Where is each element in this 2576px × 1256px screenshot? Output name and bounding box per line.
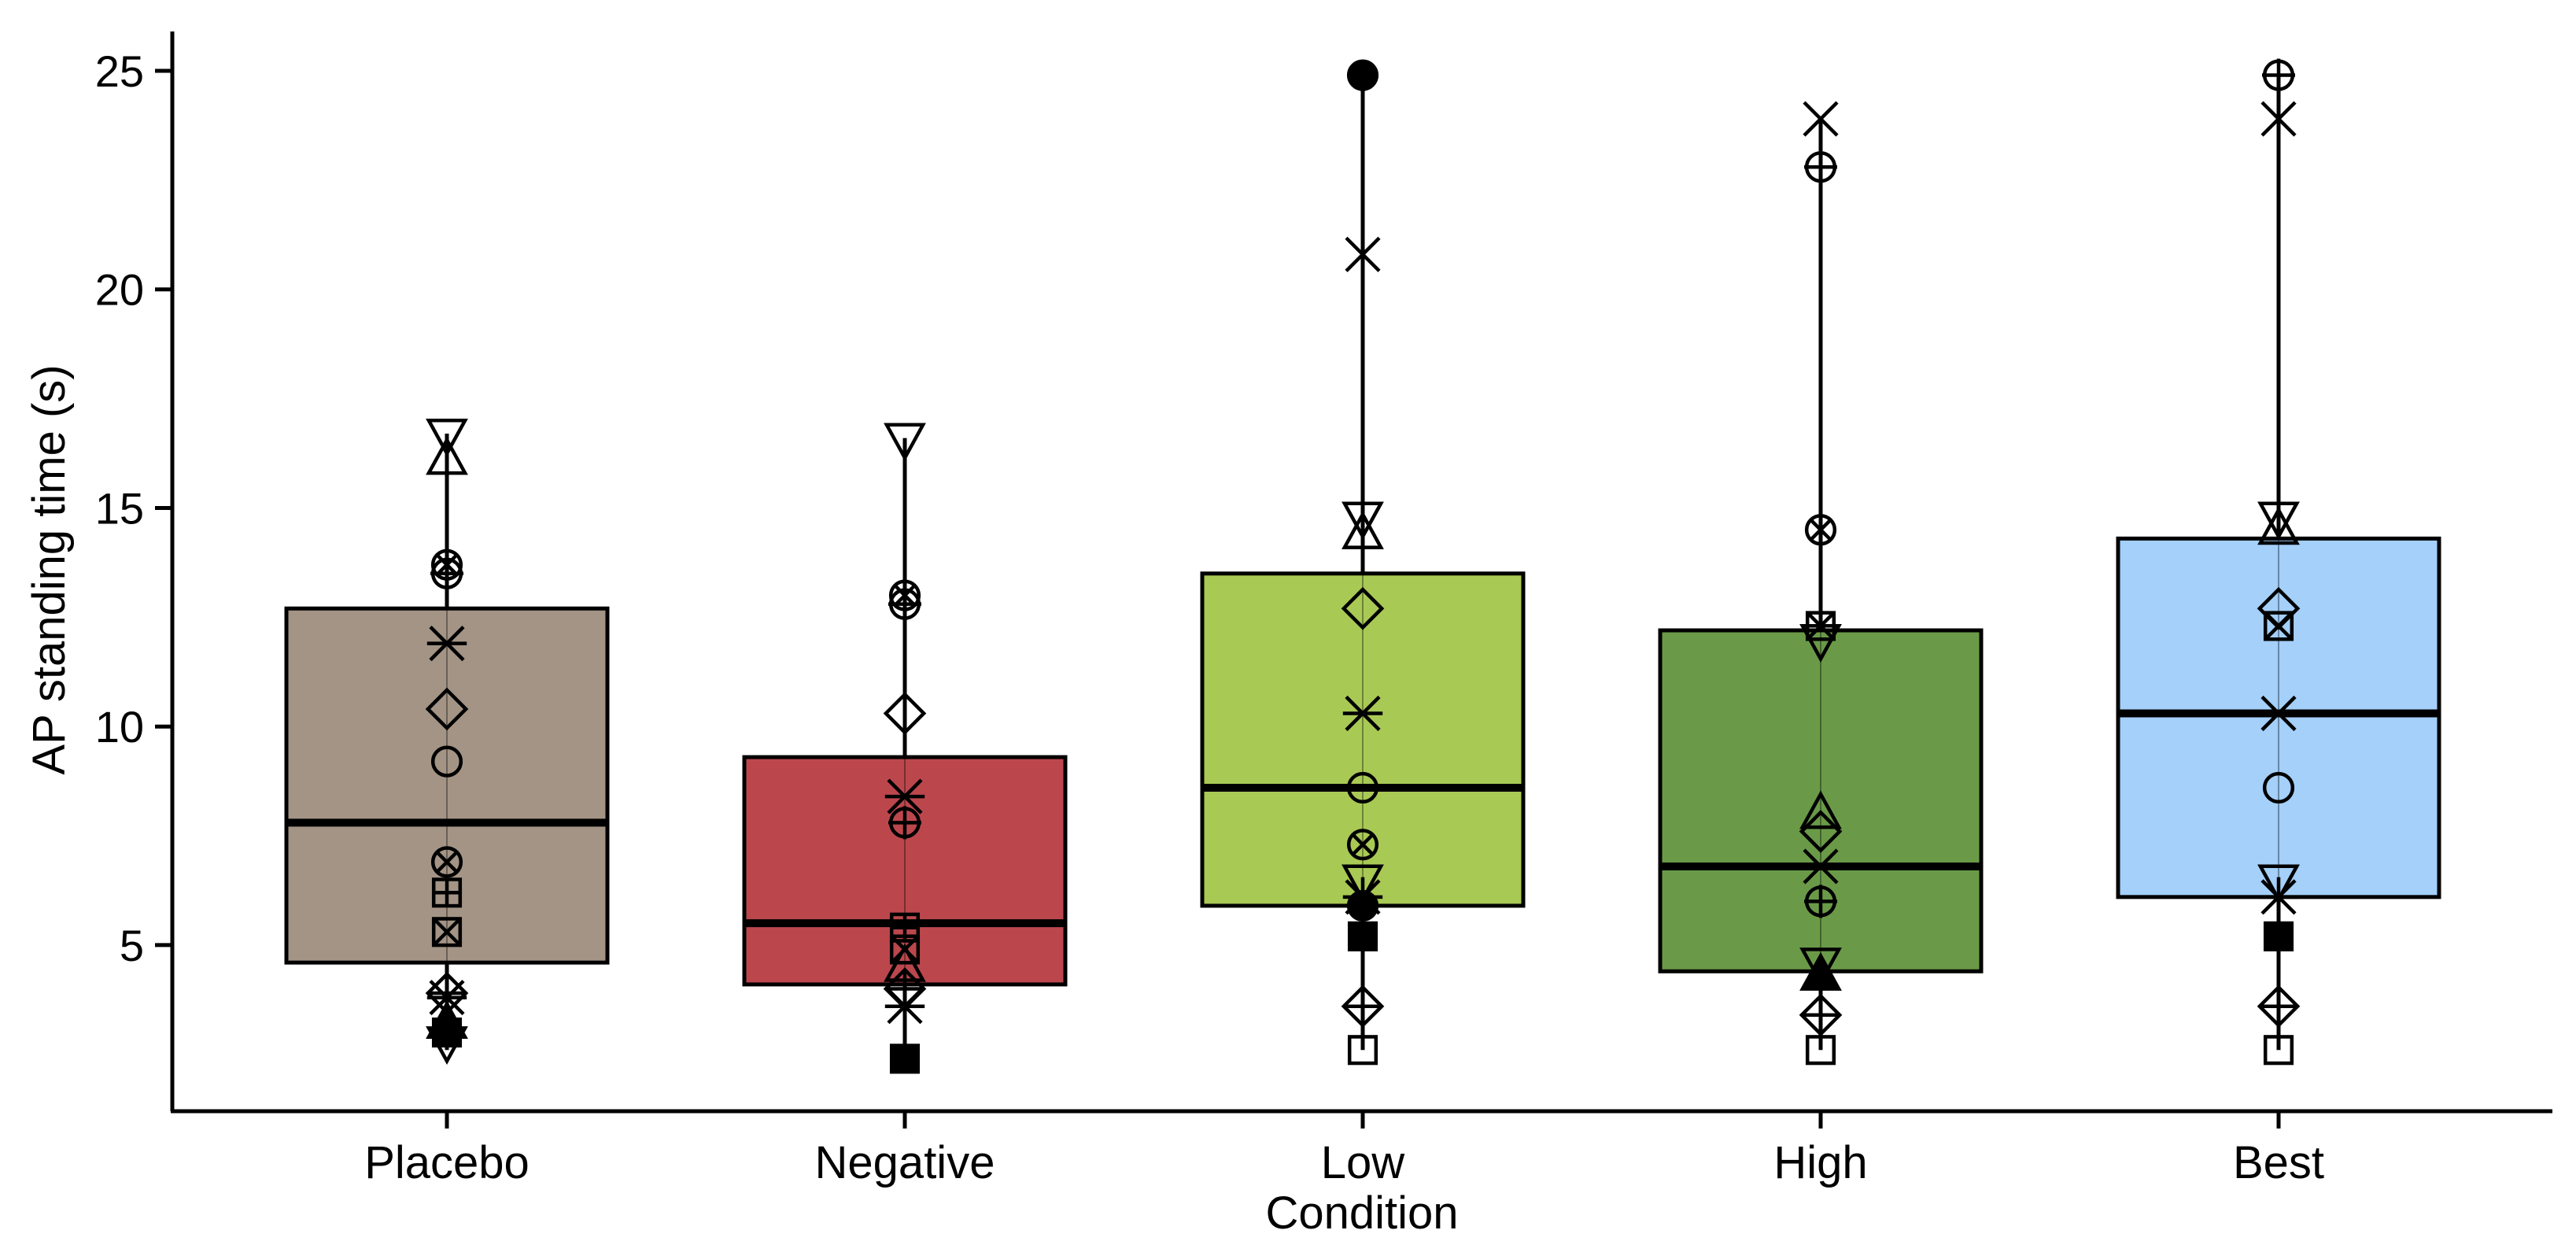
data-point	[884, 778, 925, 815]
data-point	[431, 1017, 463, 1048]
data-points	[1341, 59, 1385, 1066]
data-point	[2258, 877, 2299, 918]
data-point	[1799, 993, 1843, 1037]
data-points	[1799, 101, 1843, 1066]
box-iqr	[2116, 536, 2441, 900]
x-tick-label: Placebo	[364, 1137, 530, 1188]
box-best	[2116, 58, 2441, 1066]
box-placebo	[284, 418, 610, 1065]
data-point	[425, 687, 469, 731]
box-negative	[742, 423, 1068, 1074]
data-point	[1342, 695, 1383, 732]
data-point	[1346, 771, 1379, 804]
data-point	[431, 877, 463, 908]
data-point	[426, 418, 468, 457]
data-point	[2257, 864, 2300, 903]
box-high	[1658, 101, 1984, 1066]
x-tick-label: Best	[2233, 1137, 2324, 1188]
x-tick-label: Low	[1321, 1137, 1406, 1188]
data-point	[1341, 586, 1385, 630]
data-point	[1804, 885, 1837, 918]
data-point	[1805, 1035, 1836, 1066]
y-ticks: 5 10 15 20 25	[95, 46, 172, 970]
data-point	[2262, 771, 2295, 804]
data-point	[884, 423, 926, 462]
data-point	[1799, 790, 1842, 829]
data-point	[2263, 921, 2294, 951]
data-point	[888, 806, 921, 840]
data-point	[2262, 58, 2295, 92]
data-point	[426, 1026, 468, 1065]
y-axis-title: AP standing time (s)	[24, 364, 75, 774]
data-point	[1799, 624, 1842, 663]
data-point	[430, 846, 463, 878]
data-point	[426, 436, 468, 475]
data-point	[1803, 101, 1839, 137]
data-point	[426, 626, 467, 662]
data-point	[1804, 514, 1837, 546]
data-point	[2258, 695, 2299, 732]
box-low	[1200, 59, 1526, 1066]
data-point	[1799, 948, 1842, 987]
y-tick-label: 5	[120, 921, 144, 970]
boxes	[284, 58, 2441, 1074]
x-ticks: Placebo Negative Low High Best	[364, 1111, 2324, 1188]
data-point	[2260, 101, 2297, 137]
data-point	[1800, 848, 1841, 885]
data-point	[1347, 921, 1378, 951]
data-points	[425, 418, 469, 1065]
data-point	[1799, 951, 1842, 991]
data-point	[2257, 984, 2301, 1029]
y-tick-label: 20	[95, 265, 144, 315]
data-point	[1341, 984, 1385, 1029]
data-point	[888, 587, 921, 621]
x-tick-label: Negative	[815, 1137, 995, 1188]
data-point	[431, 917, 463, 948]
data-point	[1804, 150, 1837, 184]
data-point	[889, 1044, 921, 1074]
y-tick-label: 15	[95, 483, 144, 533]
data-point	[430, 556, 463, 590]
x-tick-label: High	[1773, 1137, 1867, 1188]
y-tick-label: 25	[95, 46, 144, 96]
data-point	[1345, 236, 1381, 272]
data-point	[430, 745, 463, 778]
data-point	[2257, 506, 2300, 545]
data-point	[1342, 510, 1384, 549]
data-point	[1346, 59, 1379, 91]
data-point	[2263, 611, 2294, 641]
data-point	[2263, 1035, 2294, 1066]
data-point	[884, 986, 925, 1026]
x-axis-title: Condition	[1265, 1188, 1458, 1239]
data-point	[1346, 889, 1379, 922]
data-point	[1342, 501, 1384, 541]
data-point	[883, 692, 927, 735]
data-point	[1346, 829, 1379, 861]
data-points	[883, 423, 927, 1074]
data-points	[2257, 58, 2301, 1066]
y-tick-label: 10	[95, 702, 144, 752]
data-point	[2257, 501, 2300, 541]
data-point	[1799, 810, 1843, 853]
data-point	[1347, 1035, 1378, 1066]
data-point	[1342, 864, 1384, 903]
